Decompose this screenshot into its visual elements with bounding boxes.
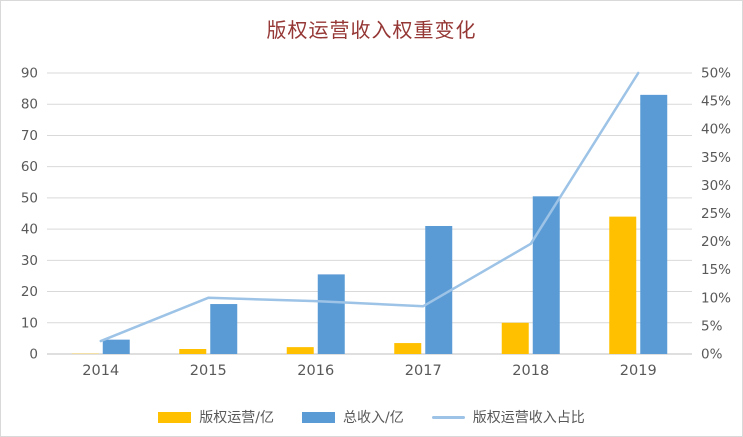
bar-copyright-revenue	[179, 349, 207, 354]
legend-item-copyright-ratio: 版权运营收入占比	[431, 407, 585, 427]
right-axis-tick-label: 30%	[701, 178, 731, 194]
left-axis-tick-label: 20	[21, 284, 38, 300]
left-axis-tick-label: 70	[21, 128, 38, 144]
bar-copyright-revenue	[609, 216, 637, 354]
right-axis-tick-label: 40%	[701, 122, 731, 138]
x-axis-tick-label: 2014	[82, 363, 119, 379]
bar-total-revenue	[532, 196, 560, 354]
bar-copyright-revenue	[501, 322, 529, 354]
bar-total-revenue	[640, 94, 668, 354]
legend-item-total-revenue: 总收入/亿	[302, 407, 404, 427]
legend-swatch-copyright-revenue	[158, 411, 192, 423]
bar-total-revenue	[102, 339, 130, 354]
line-copyright-ratio	[99, 71, 640, 343]
legend-label-total-revenue: 总收入/亿	[343, 410, 404, 426]
left-axis-tick-label: 40	[21, 222, 38, 238]
right-axis-tick-label: 20%	[701, 234, 731, 250]
right-axis-tick-label: 10%	[701, 290, 731, 306]
right-axis-tick-label: 5%	[701, 318, 723, 334]
x-axis-tick-label: 2018	[512, 363, 549, 379]
bar-copyright-revenue	[394, 343, 422, 354]
right-axis-tick-label: 45%	[701, 94, 731, 110]
legend: 版权运营/亿 总收入/亿 版权运营收入占比	[1, 407, 742, 427]
left-axis-tick-label: 50	[21, 190, 38, 206]
legend-swatch-copyright-ratio	[431, 415, 465, 419]
left-axis-tick-label: 60	[21, 159, 38, 175]
right-axis-tick-label: 0%	[701, 347, 723, 363]
bar-copyright-revenue	[286, 347, 314, 354]
x-axis-tick-label: 2015	[190, 363, 227, 379]
right-axis-tick-label: 15%	[701, 262, 731, 278]
left-axis-tick-label: 80	[21, 97, 38, 113]
left-axis-tick-label: 0	[29, 347, 38, 363]
left-axis-tick-label: 90	[21, 66, 38, 82]
right-axis-tick-label: 50%	[701, 66, 731, 82]
bar-total-revenue	[425, 225, 453, 354]
x-axis-tick-label: 2019	[620, 363, 657, 379]
bar-total-revenue	[317, 274, 345, 354]
x-axis-tick-label: 2017	[405, 363, 442, 379]
legend-item-copyright-revenue: 版权运营/亿	[158, 407, 274, 427]
legend-label-copyright-ratio: 版权运营收入占比	[472, 410, 585, 426]
x-axis-tick-label: 2016	[297, 363, 334, 379]
chart-title: 版权运营收入权重变化	[266, 18, 477, 42]
right-axis-tick-label: 25%	[701, 206, 731, 222]
bar-total-revenue	[210, 304, 238, 354]
legend-swatch-total-revenue	[302, 411, 335, 423]
left-axis-tick-label: 10	[21, 315, 38, 331]
right-axis-tick-label: 35%	[701, 150, 731, 166]
left-axis-tick-label: 30	[21, 253, 38, 269]
legend-label-copyright-revenue: 版权运营/亿	[199, 410, 274, 426]
